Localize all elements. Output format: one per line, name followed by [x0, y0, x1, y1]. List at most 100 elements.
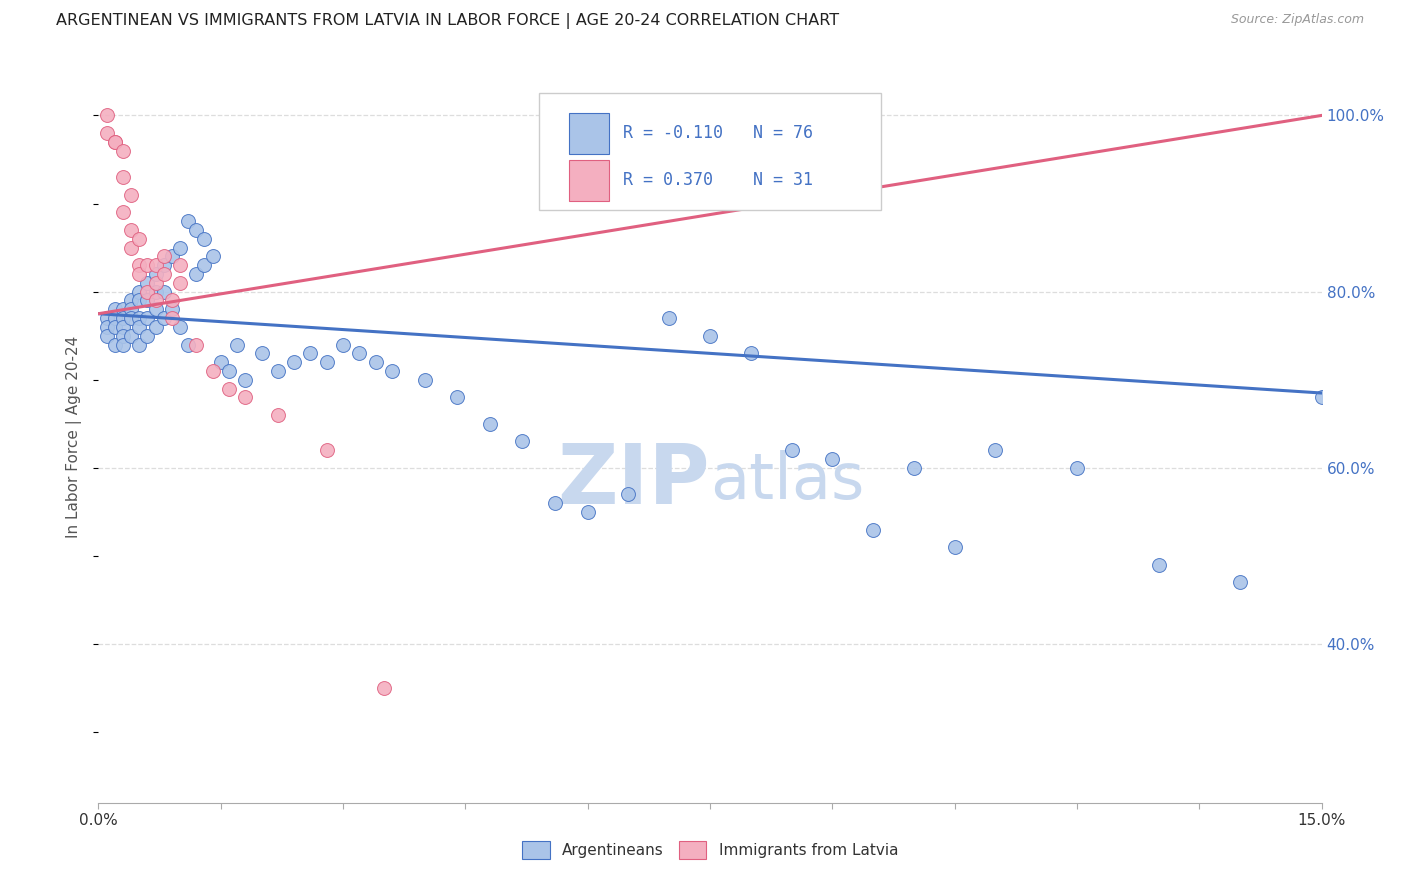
Point — [299, 346, 322, 360]
Point — [177, 214, 200, 228]
Point — [160, 293, 183, 308]
Point — [136, 311, 159, 326]
Point — [96, 108, 118, 122]
Point — [218, 364, 240, 378]
Y-axis label: In Labor Force | Age 20-24: In Labor Force | Age 20-24 — [66, 336, 83, 538]
Point — [267, 408, 290, 422]
Point — [152, 249, 174, 263]
Point — [145, 285, 167, 299]
Point — [193, 232, 215, 246]
Point — [104, 337, 127, 351]
Point — [145, 293, 167, 308]
Point — [111, 337, 134, 351]
Point — [120, 302, 142, 317]
Point — [186, 337, 208, 351]
Point — [373, 681, 395, 696]
Text: Source: ZipAtlas.com: Source: ZipAtlas.com — [1230, 13, 1364, 27]
Point — [111, 205, 134, 219]
Point — [136, 258, 159, 272]
Point — [315, 443, 337, 458]
Point — [111, 144, 134, 158]
Point — [136, 285, 159, 299]
Point — [943, 540, 966, 554]
Point — [193, 258, 215, 272]
Point — [658, 311, 681, 326]
Point — [120, 241, 142, 255]
Point — [364, 355, 387, 369]
Point — [152, 311, 174, 326]
Point — [96, 126, 118, 140]
Point — [349, 346, 371, 360]
Point — [160, 302, 183, 317]
Point — [169, 258, 191, 272]
Point — [233, 391, 256, 405]
Point — [145, 267, 167, 281]
Point — [128, 232, 150, 246]
Point — [1147, 558, 1170, 572]
Point — [111, 328, 134, 343]
Point — [104, 302, 127, 317]
Point — [169, 241, 191, 255]
Point — [120, 187, 142, 202]
Point — [169, 276, 191, 290]
Point — [699, 328, 721, 343]
Point — [145, 258, 167, 272]
Point — [226, 337, 249, 351]
Point — [780, 443, 803, 458]
Point — [903, 461, 925, 475]
Point — [160, 249, 183, 263]
Point — [617, 487, 640, 501]
Point — [218, 382, 240, 396]
Point — [740, 346, 762, 360]
Text: atlas: atlas — [710, 450, 865, 512]
Legend: Argentineans, Immigrants from Latvia: Argentineans, Immigrants from Latvia — [516, 835, 904, 864]
Point — [233, 373, 256, 387]
Point — [381, 364, 404, 378]
Point — [267, 364, 290, 378]
Point — [128, 320, 150, 334]
Point — [446, 391, 468, 405]
Point — [145, 320, 167, 334]
Point — [111, 302, 134, 317]
Point — [145, 302, 167, 317]
Point — [145, 276, 167, 290]
Point — [120, 293, 142, 308]
Point — [136, 276, 159, 290]
Point — [201, 364, 224, 378]
Point — [136, 293, 159, 308]
FancyBboxPatch shape — [538, 94, 882, 211]
Point — [128, 337, 150, 351]
Point — [152, 285, 174, 299]
Point — [332, 337, 354, 351]
Point — [96, 320, 118, 334]
Point — [862, 523, 884, 537]
Point — [186, 267, 208, 281]
Point — [512, 434, 534, 449]
Point — [120, 328, 142, 343]
Text: R = -0.110   N = 76: R = -0.110 N = 76 — [623, 124, 813, 143]
Point — [544, 496, 567, 510]
Point — [1310, 391, 1333, 405]
Point — [128, 285, 150, 299]
Point — [104, 311, 127, 326]
Point — [250, 346, 273, 360]
Point — [478, 417, 501, 431]
Bar — [569, 161, 609, 201]
Point — [128, 267, 150, 281]
Point — [104, 135, 127, 149]
Point — [209, 355, 232, 369]
Point — [413, 373, 436, 387]
Text: ARGENTINEAN VS IMMIGRANTS FROM LATVIA IN LABOR FORCE | AGE 20-24 CORRELATION CHA: ARGENTINEAN VS IMMIGRANTS FROM LATVIA IN… — [56, 13, 839, 29]
Point — [104, 135, 127, 149]
Point — [821, 452, 844, 467]
Point — [283, 355, 305, 369]
Point — [120, 223, 142, 237]
Point — [136, 328, 159, 343]
Point — [1229, 575, 1251, 590]
Point — [128, 258, 150, 272]
Point — [128, 293, 150, 308]
Point — [104, 320, 127, 334]
Point — [128, 311, 150, 326]
Point — [96, 328, 118, 343]
Point — [315, 355, 337, 369]
